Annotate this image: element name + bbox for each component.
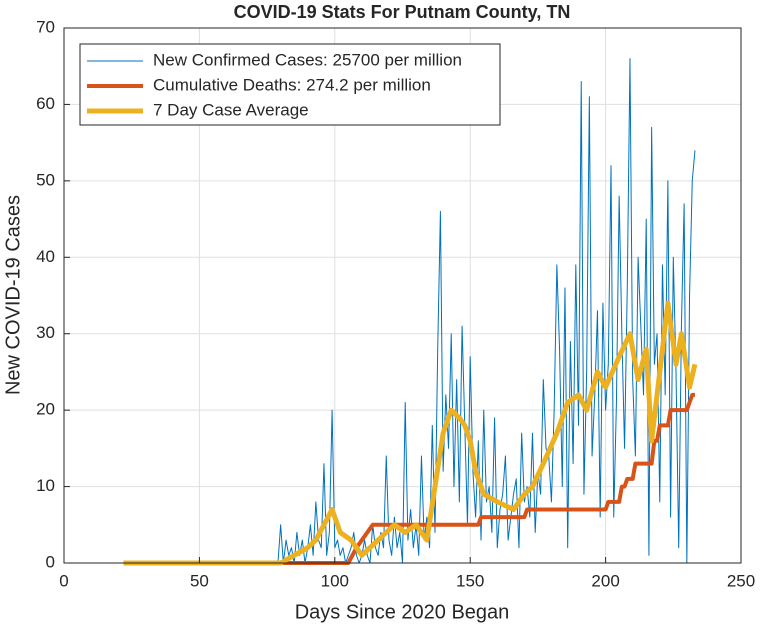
y-tick-label: 40: [36, 247, 55, 266]
x-tick-label: 50: [190, 571, 209, 590]
x-tick-label: 150: [456, 571, 484, 590]
x-tick-label: 0: [59, 571, 68, 590]
x-tick-label: 100: [321, 571, 349, 590]
series-line: [123, 58, 696, 564]
x-tick-label: 200: [591, 571, 619, 590]
y-axis-label: New COVID-19 Cases: [2, 195, 24, 395]
y-tick-label: 30: [36, 323, 55, 342]
x-axis-label: Days Since 2020 Began: [295, 601, 510, 623]
axes-box: [63, 27, 742, 564]
y-tick-label: 0: [46, 552, 55, 571]
y-tick-label: 70: [36, 17, 55, 36]
x-tick-label: 250: [727, 571, 755, 590]
legend: New Confirmed Cases: 25700 per million Cu…: [79, 43, 501, 126]
y-tick-label: 50: [36, 170, 55, 189]
series-line: [123, 392, 695, 565]
series-line: [123, 300, 698, 566]
lines: [123, 58, 698, 566]
y-tick-label: 10: [36, 476, 55, 495]
legend-label: Cumulative Deaths: 274.2 per million: [153, 75, 431, 94]
y-tick-label: 20: [36, 400, 55, 419]
legend-label: New Confirmed Cases: 25700 per million: [153, 50, 462, 69]
y-tick-label: 60: [36, 94, 55, 113]
legend-box: [79, 43, 501, 126]
legend-label: 7 Day Case Average: [153, 100, 309, 119]
chart-title: COVID-19 Stats For Putnam County, TN: [234, 2, 571, 22]
